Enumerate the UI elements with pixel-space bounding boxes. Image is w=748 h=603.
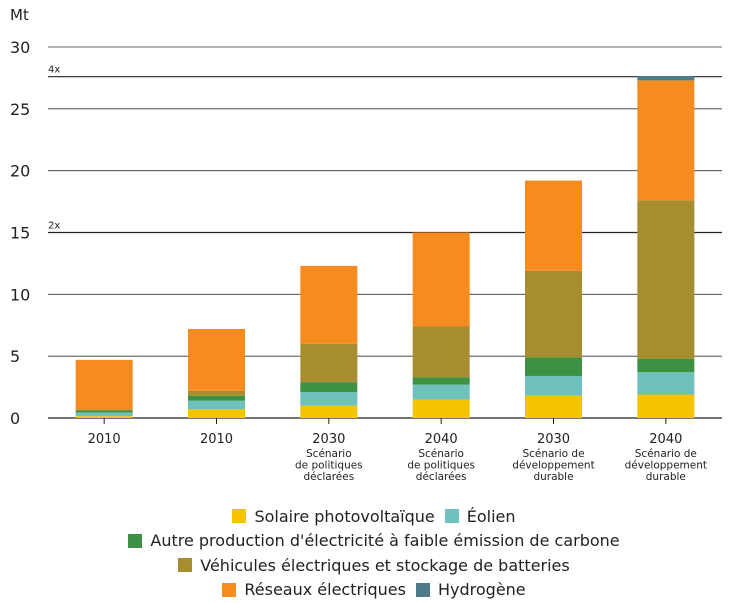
x-tick-sublabel: Scénario xyxy=(418,448,464,460)
bar-segment xyxy=(412,232,470,327)
reference-lines: 2x 4x xyxy=(48,65,722,234)
reference-line-label: 4x xyxy=(48,65,60,76)
legend-swatch xyxy=(232,509,247,524)
bar-segment xyxy=(300,405,358,418)
x-tick-sublabel: Scénario de xyxy=(522,448,584,460)
y-tick-label: 25 xyxy=(10,100,30,119)
y-tick-label: 15 xyxy=(10,224,30,243)
legend-item: Véhicules électriques et stockage de bat… xyxy=(178,555,570,575)
x-tick-sublabel: déclarées xyxy=(416,471,467,483)
bar-segment xyxy=(188,395,245,401)
legend-item: Autre production d'électricité à faible … xyxy=(128,531,620,551)
legend-swatch xyxy=(222,582,237,597)
legend-swatch xyxy=(415,582,430,597)
x-tick-label: 2040 xyxy=(425,432,458,447)
bar-segment xyxy=(412,377,470,385)
bar-segment xyxy=(412,399,470,418)
legend-label: Solaire photovoltaïque xyxy=(254,506,435,526)
bar-segment xyxy=(300,392,358,406)
x-tick-label: 2030 xyxy=(312,432,345,447)
bar-segment xyxy=(75,410,133,413)
legend-item: Éolien xyxy=(444,506,516,526)
x-tick-sublabel: de politiques xyxy=(295,460,363,472)
y-axis-ticks: 0 5 10 15 20 25 30 xyxy=(10,38,30,428)
legend-label: Autre production d'électricité à faible … xyxy=(150,531,620,551)
y-axis-unit: Mt xyxy=(10,6,29,24)
bar-segment xyxy=(637,200,695,359)
bar-segment xyxy=(637,76,695,81)
bar-segment xyxy=(75,416,133,418)
legend-swatch xyxy=(444,509,459,524)
x-tick-label: 2010 xyxy=(88,432,121,447)
legend-label: Éolien xyxy=(466,506,516,526)
bar-segment xyxy=(525,375,582,396)
y-tick-label: 10 xyxy=(10,285,30,304)
bar-segment xyxy=(525,270,582,358)
x-tick-label: 2010 xyxy=(200,432,233,447)
bar-segment xyxy=(637,358,695,373)
x-tick-label: 2040 xyxy=(649,432,682,447)
legend-item: Solaire photovoltaïque xyxy=(232,506,435,526)
reference-line-label: 2x xyxy=(48,221,60,232)
y-tick-label: 0 xyxy=(10,409,20,428)
x-tick-sublabel: durable xyxy=(533,471,573,483)
y-tick-label: 20 xyxy=(10,162,30,181)
y-tick-label: 5 xyxy=(10,347,20,366)
bar-segment xyxy=(75,409,133,411)
bar-segment xyxy=(525,180,582,271)
bar-segment xyxy=(300,343,358,383)
bar-segment xyxy=(412,326,470,378)
bar-segment xyxy=(188,409,245,418)
bar-segment xyxy=(637,394,695,418)
legend-row: Solaire photovoltaïque Éolien xyxy=(0,504,748,529)
legend-swatch xyxy=(178,558,193,573)
x-tick-sublabel: Scénario de xyxy=(635,448,697,460)
y-tick-label: 30 xyxy=(10,38,30,57)
legend-row: Réseaux électriques Hydrogène xyxy=(0,578,748,603)
x-tick-sublabel: développement xyxy=(512,460,594,472)
bar-segment xyxy=(188,400,245,410)
bar-segment xyxy=(300,265,358,344)
x-tick-sublabel: de politiques xyxy=(407,460,475,472)
legend-row: Autre production d'électricité à faible … xyxy=(0,529,748,554)
x-tick-label: 2030 xyxy=(537,432,570,447)
legend-label: Réseaux électriques xyxy=(244,580,406,600)
legend-item: Réseaux électriques xyxy=(222,580,406,599)
bar-segment xyxy=(525,357,582,376)
x-tick-sublabel: déclarées xyxy=(303,471,354,483)
bar-segment xyxy=(637,80,695,201)
legend: Solaire photovoltaïque Éolien Autre produc… xyxy=(0,504,748,602)
bar-segment xyxy=(188,390,245,396)
x-tick-sublabel: développement xyxy=(625,460,707,472)
bar-segment xyxy=(637,372,695,395)
legend-row: Véhicules électriques et stockage de bat… xyxy=(0,553,748,578)
legend-swatch xyxy=(128,533,143,548)
bar-segment xyxy=(75,359,133,410)
bar-segment xyxy=(300,382,358,393)
legend-label: Hydrogène xyxy=(437,580,526,600)
bars xyxy=(75,76,695,418)
bar-segment xyxy=(525,395,582,418)
bar-segment xyxy=(75,412,133,417)
legend-item: Hydrogène xyxy=(415,580,526,600)
x-tick-sublabel: durable xyxy=(646,471,686,483)
bar-segment xyxy=(188,328,245,391)
bar-segment xyxy=(412,384,470,400)
x-tick-sublabel: Scénario xyxy=(306,448,352,460)
legend-label: Véhicules électriques et stockage de bat… xyxy=(200,555,570,575)
